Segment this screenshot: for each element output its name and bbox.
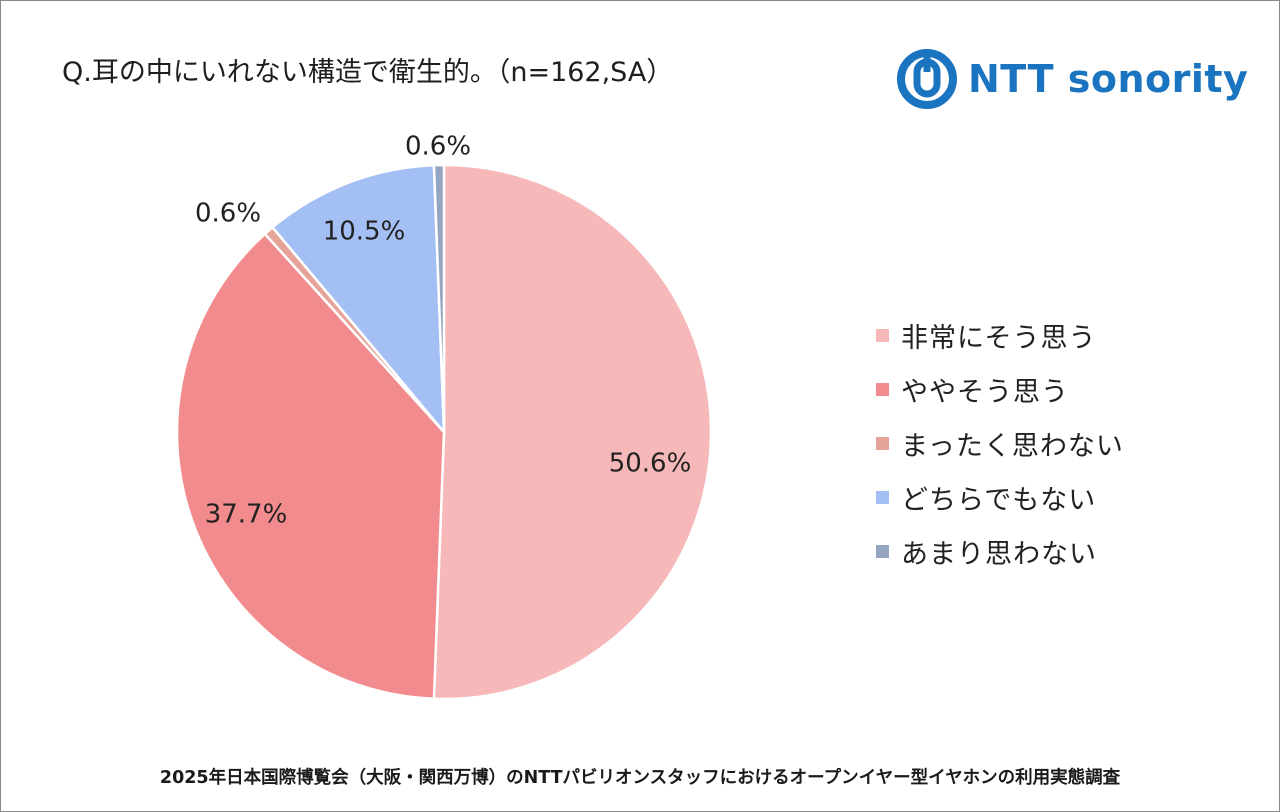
legend-swatch	[876, 544, 889, 558]
legend-item-3: まったく思わない	[876, 416, 1124, 470]
brand-logo: NTT sonority	[896, 48, 1248, 110]
pie-slice-2	[175, 232, 446, 701]
pie-slice-1	[432, 163, 713, 701]
chart-title: Q.耳の中にいれない構造で衛生的。（n=162,SA）	[62, 57, 674, 88]
ntt-logo-icon	[897, 49, 957, 109]
legend-swatch	[876, 436, 889, 450]
logo-text: NTT sonority	[968, 57, 1249, 101]
legend-item-5: あまり思わない	[876, 524, 1124, 578]
survey-footnote: 2025年日本国際博覧会（大阪・関西万博）のNTTパビリオンスタッフにおけるオー…	[159, 768, 1121, 788]
legend-swatch	[876, 328, 889, 342]
legend-label: まったく思わない	[901, 430, 1124, 462]
slice-value-label-1: 50.6%	[609, 449, 692, 479]
legend-label: あまり思わない	[901, 538, 1097, 570]
slice-value-label-4: 10.5%	[323, 217, 406, 247]
legend-item-1: 非常にそう思う	[876, 308, 1124, 362]
legend-label: 非常にそう思う	[901, 322, 1097, 354]
pie-slice-5	[432, 163, 446, 433]
legend-label: ややそう思う	[901, 376, 1069, 408]
legend-swatch	[876, 382, 889, 396]
slice-value-label-3: 0.6%	[195, 199, 261, 229]
legend-label: どちらでもない	[901, 484, 1097, 516]
legend-item-4: どちらでもない	[876, 470, 1124, 524]
pie-slice-4	[270, 163, 446, 436]
slice-value-label-2: 37.7%	[205, 500, 288, 530]
slice-value-label-5: 0.6%	[405, 132, 471, 162]
legend-swatch	[876, 490, 889, 504]
chart-legend: 非常にそう思う ややそう思うまったく思わない どちらでもない あまり思わない	[876, 308, 1124, 578]
legend-item-2: ややそう思う	[876, 362, 1124, 416]
